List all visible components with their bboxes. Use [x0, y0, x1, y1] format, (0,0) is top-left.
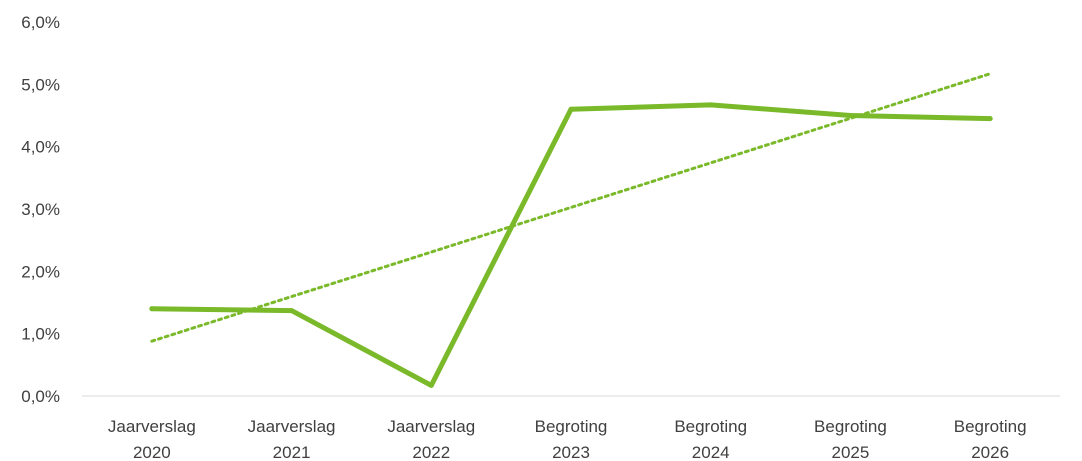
x-tick-label: Jaarverslag 2020: [108, 417, 196, 461]
y-tick-label: 0,0%: [21, 387, 60, 406]
x-tick-label: Jaarverslag 2022: [387, 417, 475, 461]
trendline: [150, 72, 992, 343]
x-tick-label: Begroting 2024: [674, 417, 747, 461]
y-tick-label: 1,0%: [21, 325, 60, 344]
y-tick-label: 2,0%: [21, 262, 60, 281]
x-tick-label: Begroting 2025: [814, 417, 887, 461]
x-tick-label: Jaarverslag 2021: [248, 417, 336, 461]
data-point: [289, 308, 295, 314]
y-tick-label: 6,0%: [21, 13, 60, 32]
data-point: [149, 306, 155, 312]
data-point: [708, 102, 714, 108]
data-point: [987, 116, 993, 122]
y-tick-label: 4,0%: [21, 138, 60, 157]
data-point: [428, 382, 434, 388]
y-tick-label: 5,0%: [21, 75, 60, 94]
data-point: [847, 113, 853, 118]
series-layer: [149, 102, 993, 388]
trendline-line: [150, 72, 992, 343]
x-axis: Jaarverslag 2020 Jaarverslag 2021 Jaarversla…: [108, 417, 1027, 461]
data-point: [568, 106, 574, 112]
y-axis: 0,0% 1,0% 2,0% 3,0% 4,0% 5,0% 6,0%: [21, 13, 60, 406]
y-tick-label: 3,0%: [21, 200, 60, 219]
series-line: [149, 102, 993, 388]
x-tick-label: Begroting 2026: [954, 417, 1027, 461]
x-tick-label: Begroting 2023: [535, 417, 608, 461]
